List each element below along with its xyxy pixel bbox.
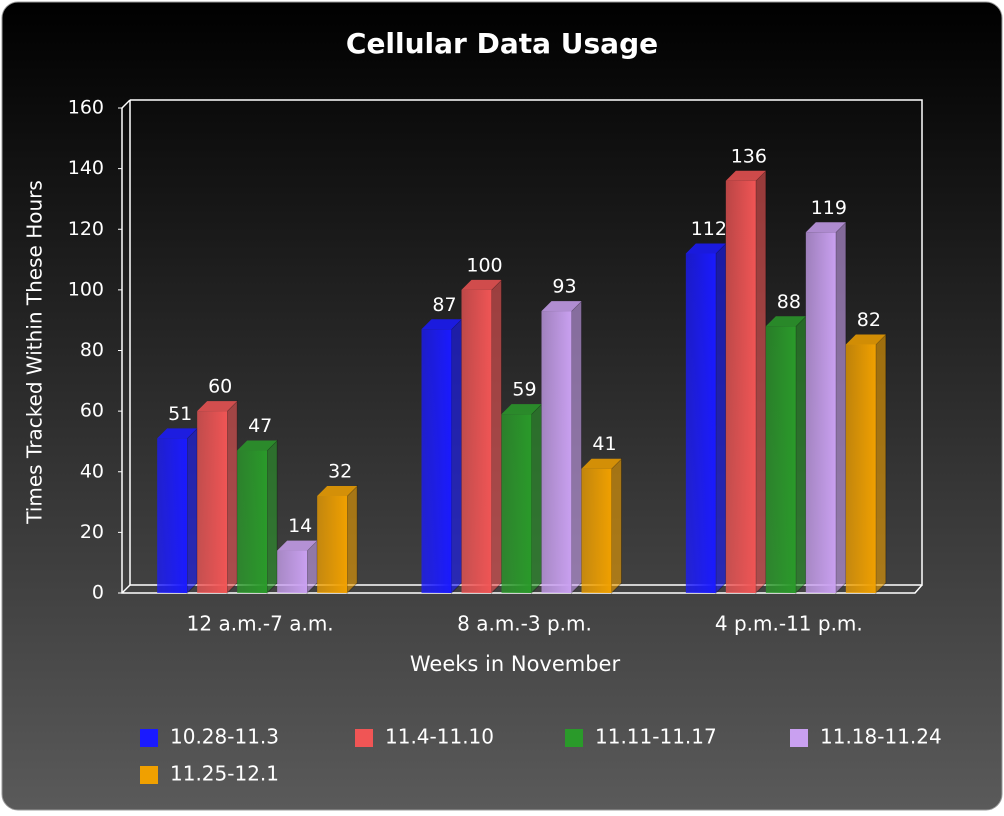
bar-side	[835, 221, 847, 595]
bar-side	[531, 402, 542, 595]
bar	[541, 311, 572, 593]
value-label: 41	[592, 433, 616, 455]
bar-side	[795, 315, 807, 595]
bar-side	[715, 242, 727, 595]
legend-label: 11.11-11.17	[595, 725, 717, 749]
bar-top	[765, 316, 806, 327]
y-tick-label: 80	[80, 339, 104, 361]
y-tick-label: 0	[92, 582, 104, 604]
bar-top	[197, 401, 238, 412]
legend-label: 10.28-11.3	[170, 725, 279, 749]
bar-top	[421, 319, 462, 330]
bar-top	[317, 486, 358, 496]
bar-side	[875, 333, 887, 595]
bar	[845, 344, 876, 593]
bar	[725, 180, 756, 593]
legend-swatch	[355, 729, 373, 747]
value-label: 60	[208, 376, 232, 398]
bar	[501, 414, 532, 593]
y-tick-label: 60	[80, 400, 104, 422]
bar-top	[541, 301, 582, 312]
bar-side	[491, 278, 502, 595]
legend-label: 11.25-12.1	[170, 762, 279, 786]
bar	[277, 550, 308, 593]
bar-top	[461, 279, 502, 290]
bar	[237, 450, 268, 593]
legend-label: 11.4-11.10	[385, 725, 494, 749]
bar	[581, 468, 612, 593]
value-label: 112	[691, 218, 727, 240]
legend-swatch	[565, 729, 583, 747]
bar-side	[226, 399, 238, 595]
bar-side	[611, 457, 622, 595]
value-label: 14	[288, 515, 312, 537]
y-tick-label: 20	[80, 521, 104, 543]
x-tick-label: 12 a.m.-7 a.m.	[187, 612, 334, 636]
value-label: 87	[432, 294, 456, 316]
value-label: 100	[466, 254, 502, 276]
bar	[317, 496, 348, 593]
bar-top	[725, 170, 766, 181]
y-tick-label: 120	[68, 218, 104, 240]
y-tick-label: 140	[68, 157, 104, 179]
chart-title: Cellular Data Usage	[346, 27, 658, 60]
value-label: 59	[512, 379, 536, 401]
bar-side	[346, 484, 358, 595]
y-axis-label: Times Tracked Within These Hours	[23, 180, 47, 525]
bar-side	[186, 427, 198, 595]
bar-top	[805, 222, 846, 233]
bar	[197, 411, 228, 593]
bar	[765, 326, 796, 593]
value-label: 88	[777, 291, 801, 313]
bar	[685, 253, 716, 593]
bar-top	[237, 440, 278, 451]
bar	[421, 329, 452, 593]
bar-side	[755, 169, 767, 595]
bar-side	[571, 299, 582, 595]
x-tick-label: 4 p.m.-11 p.m.	[715, 612, 863, 636]
legend-swatch	[140, 766, 158, 784]
bar-side	[451, 318, 462, 595]
value-label: 47	[248, 415, 272, 437]
x-axis-label: Weeks in November	[410, 652, 621, 676]
bar-side	[266, 439, 278, 595]
x-tick-label: 8 a.m.-3 p.m.	[457, 612, 592, 636]
bar-top	[581, 458, 622, 469]
value-label: 32	[328, 461, 352, 483]
bar-top	[501, 404, 542, 415]
bar	[461, 289, 492, 593]
y-tick-label: 40	[80, 460, 104, 482]
bar-top	[845, 334, 886, 345]
legend-swatch	[790, 729, 808, 747]
legend-swatch	[140, 729, 158, 747]
value-label: 119	[811, 197, 847, 219]
bar	[157, 438, 188, 593]
legend-label: 11.18-11.24	[820, 725, 942, 749]
value-label: 136	[731, 145, 767, 167]
y-tick-label: 160	[68, 97, 104, 119]
y-tick-label: 100	[68, 278, 104, 300]
bar-top	[277, 540, 318, 551]
bar-top	[685, 243, 726, 254]
value-label: 93	[552, 276, 576, 298]
value-label: 51	[168, 403, 192, 425]
bar	[805, 232, 836, 593]
value-label: 82	[857, 309, 881, 331]
bar-top	[157, 428, 198, 439]
